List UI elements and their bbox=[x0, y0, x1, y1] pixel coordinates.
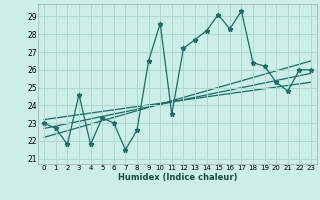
X-axis label: Humidex (Indice chaleur): Humidex (Indice chaleur) bbox=[118, 173, 237, 182]
